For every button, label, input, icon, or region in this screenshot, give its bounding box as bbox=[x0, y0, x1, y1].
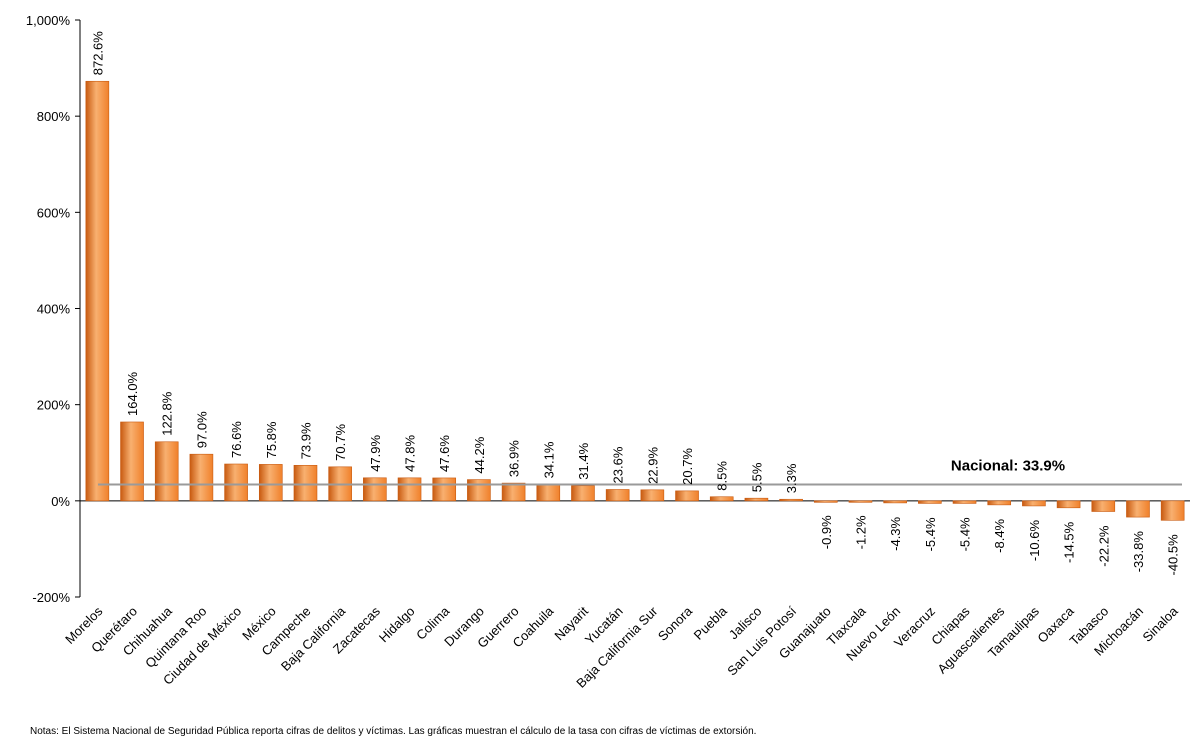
reference-label: Nacional: 33.9% bbox=[951, 458, 1065, 475]
bar bbox=[293, 464, 318, 502]
footnote: Notas: El Sistema Nacional de Seguridad … bbox=[30, 726, 757, 737]
data-label: -33.8% bbox=[1131, 531, 1146, 573]
bar bbox=[467, 479, 491, 502]
bar bbox=[397, 477, 422, 502]
data-label: 97.0% bbox=[194, 411, 209, 448]
data-label: 76.6% bbox=[229, 421, 244, 458]
bar bbox=[883, 500, 907, 504]
bar bbox=[640, 489, 665, 502]
bar bbox=[1160, 500, 1185, 521]
data-label: 31.4% bbox=[576, 442, 591, 479]
y-tick-label: 1,000% bbox=[26, 13, 71, 28]
bar bbox=[432, 477, 457, 502]
bar bbox=[848, 500, 873, 503]
category-label: Sonora bbox=[655, 603, 696, 644]
data-label: 44.2% bbox=[472, 436, 487, 473]
data-label: 75.8% bbox=[264, 421, 279, 458]
bar bbox=[952, 500, 977, 504]
data-label: -10.6% bbox=[1027, 520, 1042, 562]
data-label: 47.8% bbox=[403, 435, 418, 472]
data-label: -0.9% bbox=[819, 515, 834, 549]
data-label: 8.5% bbox=[715, 461, 730, 491]
bar bbox=[675, 490, 699, 502]
data-label: -40.5% bbox=[1166, 534, 1181, 576]
data-label: -5.4% bbox=[958, 517, 973, 551]
data-label: 36.9% bbox=[507, 440, 522, 477]
category-label: Hidalgo bbox=[376, 604, 418, 646]
y-tick-label: 800% bbox=[37, 109, 71, 124]
bar bbox=[1056, 500, 1081, 509]
bar bbox=[536, 484, 561, 502]
axes: -200% 0% 200% 400% 600% 800% 1,000% bbox=[26, 13, 1190, 605]
data-label: 23.6% bbox=[611, 446, 626, 483]
data-label: -14.5% bbox=[1062, 521, 1077, 563]
bar bbox=[85, 80, 110, 502]
bar bbox=[918, 500, 942, 504]
data-label: 73.9% bbox=[298, 422, 313, 459]
bar bbox=[571, 485, 595, 502]
bar bbox=[813, 500, 838, 503]
data-label: -1.2% bbox=[853, 515, 868, 549]
bar bbox=[779, 498, 803, 502]
category-label: Sinaloa bbox=[1140, 603, 1182, 645]
bar bbox=[709, 496, 734, 502]
bar bbox=[189, 453, 214, 502]
data-label: -4.3% bbox=[888, 516, 903, 550]
data-label: 47.6% bbox=[437, 435, 452, 472]
bars bbox=[85, 80, 1185, 521]
bar bbox=[501, 482, 526, 502]
nacional-reference: Nacional: 33.9% bbox=[98, 458, 1182, 486]
data-label: 70.7% bbox=[333, 424, 348, 461]
data-label: 3.3% bbox=[784, 463, 799, 493]
data-label: 22.9% bbox=[645, 447, 660, 484]
data-label: 164.0% bbox=[125, 371, 140, 416]
bar bbox=[154, 441, 179, 502]
bar bbox=[224, 463, 248, 502]
category-label: Puebla bbox=[691, 603, 731, 643]
bar bbox=[1022, 500, 1046, 507]
data-label: -8.4% bbox=[992, 518, 1007, 552]
y-tick-label: 400% bbox=[37, 302, 71, 317]
y-tick-label: -200% bbox=[32, 590, 70, 605]
bar bbox=[120, 421, 144, 502]
data-label: 20.7% bbox=[680, 448, 695, 485]
bar bbox=[1126, 500, 1150, 518]
data-label: -5.4% bbox=[923, 517, 938, 551]
data-label: -22.2% bbox=[1096, 525, 1111, 567]
data-label: 122.8% bbox=[160, 391, 175, 436]
data-label: 872.6% bbox=[90, 31, 105, 76]
bar bbox=[987, 500, 1012, 506]
y-tick-label: 200% bbox=[37, 398, 71, 413]
data-label: 34.1% bbox=[541, 441, 556, 478]
data-labels: 872.6% 164.0% 122.8% 97.0% 76.6% 75.8% 73.9% 70… bbox=[90, 31, 1180, 576]
bar bbox=[363, 477, 387, 502]
data-label: 47.9% bbox=[368, 434, 383, 471]
bar bbox=[1091, 500, 1116, 512]
y-tick-label: 0% bbox=[51, 494, 70, 509]
bar bbox=[258, 464, 283, 502]
y-tick-label: 600% bbox=[37, 205, 71, 220]
bar bbox=[744, 497, 769, 502]
data-label: 5.5% bbox=[749, 462, 764, 492]
bar bbox=[605, 489, 630, 502]
